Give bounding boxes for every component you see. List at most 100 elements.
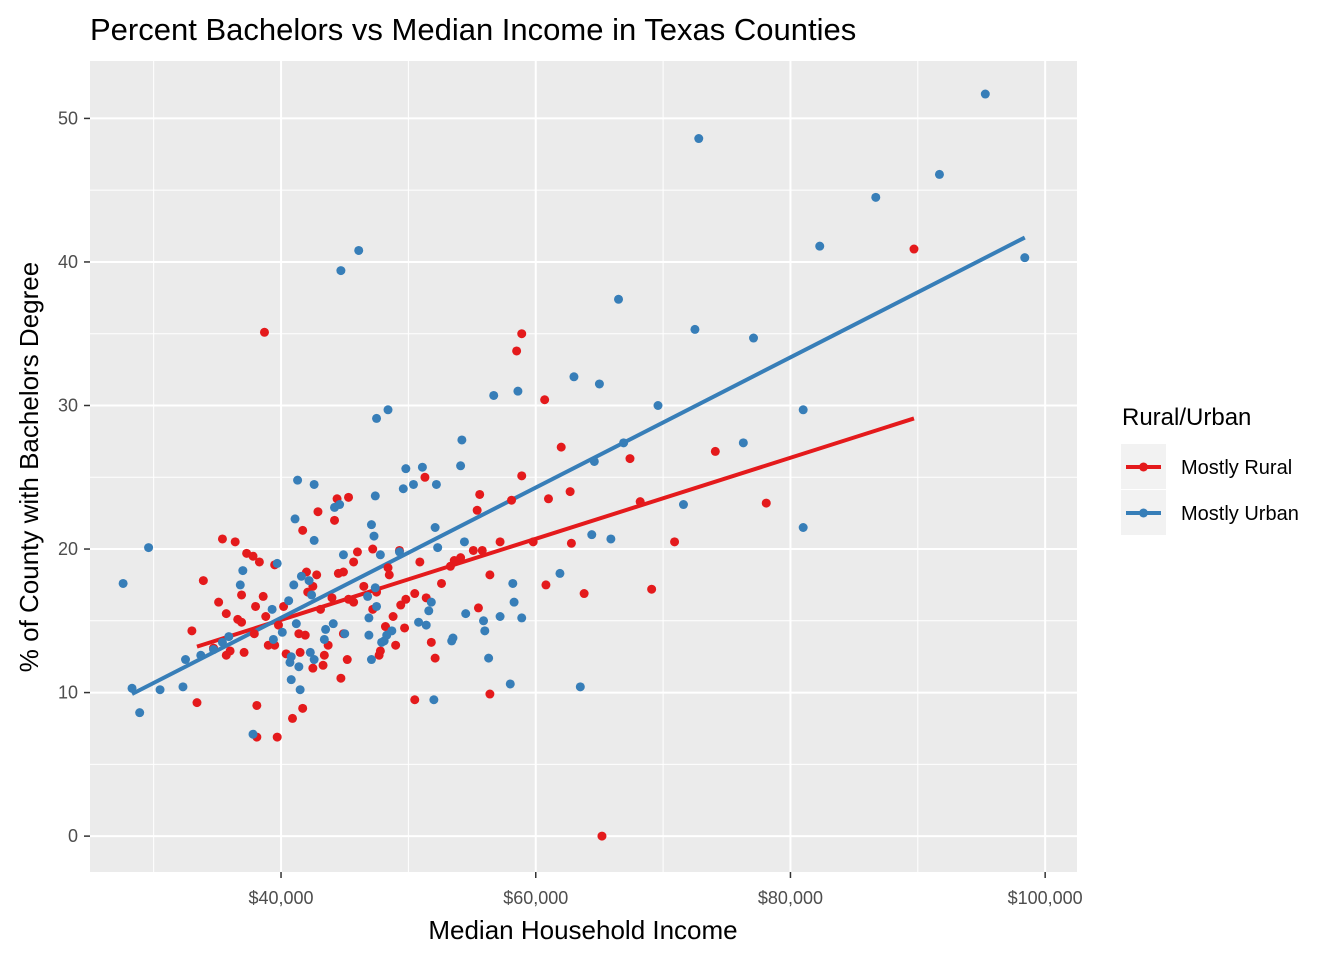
point-mostly-rural — [410, 589, 420, 599]
data-points — [118, 89, 1030, 841]
point-mostly-urban — [479, 616, 489, 626]
chart-title: Percent Bachelors vs Median Income in Te… — [90, 12, 856, 47]
point-mostly-urban — [398, 484, 408, 494]
point-mostly-urban — [364, 613, 374, 623]
point-mostly-urban — [555, 568, 565, 578]
point-mostly-rural — [485, 689, 495, 699]
point-mostly-rural — [472, 505, 482, 515]
point-mostly-urban — [678, 500, 688, 510]
point-mostly-urban — [383, 405, 393, 415]
point-mostly-urban — [509, 597, 519, 607]
point-mostly-urban — [293, 475, 303, 485]
point-mostly-rural — [517, 471, 527, 481]
point-mostly-urban — [338, 550, 348, 560]
point-mostly-urban — [505, 679, 515, 689]
point-mostly-rural — [420, 472, 430, 482]
point-mostly-rural — [261, 611, 271, 621]
point-mostly-rural — [272, 732, 282, 742]
point-mostly-urban — [377, 637, 387, 647]
point-mostly-urban — [461, 609, 471, 619]
point-mostly-rural — [221, 609, 231, 619]
legend-keys — [1126, 462, 1161, 518]
point-mostly-rural — [391, 640, 401, 650]
point-mostly-urban — [456, 461, 466, 471]
point-mostly-rural — [344, 492, 354, 502]
point-mostly-rural — [430, 653, 440, 663]
point-mostly-urban — [426, 597, 436, 607]
point-mostly-urban — [277, 627, 287, 637]
point-mostly-rural — [597, 831, 607, 841]
point-mostly-urban — [459, 537, 469, 547]
point-mostly-rural — [230, 537, 240, 547]
point-mostly-rural — [298, 525, 308, 535]
point-mostly-rural — [249, 629, 259, 639]
point-mostly-urban — [414, 617, 424, 627]
point-mostly-rural — [342, 655, 352, 665]
point-mostly-rural — [541, 580, 551, 590]
point-mostly-rural — [495, 537, 505, 547]
point-mostly-rural — [336, 673, 346, 683]
point-mostly-urban — [196, 650, 206, 660]
point-mostly-rural — [384, 570, 394, 580]
x-tick-label: $40,000 — [248, 888, 313, 908]
point-mostly-rural — [259, 327, 269, 337]
point-mostly-urban — [340, 629, 350, 639]
point-mostly-urban — [489, 390, 499, 400]
point-mostly-urban — [1020, 253, 1030, 263]
point-mostly-urban — [375, 550, 385, 560]
legend-key-point-mostly-rural — [1139, 462, 1148, 472]
point-mostly-urban — [217, 637, 227, 647]
point-mostly-urban — [267, 604, 277, 614]
point-mostly-urban — [513, 386, 523, 396]
point-mostly-urban — [484, 653, 494, 663]
point-mostly-rural — [313, 507, 323, 517]
x-tick-label: $60,000 — [503, 888, 568, 908]
point-mostly-urban — [354, 245, 364, 255]
point-mostly-rural — [415, 557, 425, 567]
point-mostly-rural — [380, 622, 390, 632]
point-mostly-rural — [312, 570, 322, 580]
point-mostly-urban — [606, 534, 616, 544]
point-mostly-urban — [934, 169, 944, 179]
point-mostly-rural — [556, 442, 566, 452]
point-mostly-urban — [309, 535, 319, 545]
legend: Rural/Urban Mostly Rural Mostly Urban — [1121, 404, 1299, 535]
point-mostly-urban — [268, 634, 278, 644]
point-mostly-urban — [321, 624, 331, 634]
legend-title: Rural/Urban — [1122, 404, 1251, 431]
point-mostly-urban — [305, 647, 315, 657]
point-mostly-urban — [364, 630, 374, 640]
point-mostly-rural — [239, 647, 249, 657]
point-mostly-urban — [569, 372, 579, 382]
point-mostly-urban — [517, 613, 527, 623]
point-mostly-rural — [287, 713, 297, 723]
point-mostly-urban — [235, 580, 245, 590]
point-mostly-rural — [318, 660, 328, 670]
point-mostly-urban — [224, 632, 234, 642]
point-mostly-urban — [594, 379, 604, 389]
point-mostly-rural — [192, 698, 202, 708]
point-mostly-rural — [468, 545, 478, 555]
point-mostly-rural — [507, 495, 517, 505]
point-mostly-urban — [304, 576, 314, 586]
major-grid — [90, 61, 1077, 872]
point-mostly-rural — [263, 640, 273, 650]
y-tick-label: 0 — [68, 826, 78, 846]
point-mostly-rural — [242, 548, 252, 558]
point-mostly-urban — [330, 502, 340, 512]
point-mostly-rural — [316, 604, 326, 614]
point-mostly-rural — [670, 537, 680, 547]
point-mostly-rural — [540, 395, 550, 405]
point-mostly-urban — [457, 435, 467, 445]
point-mostly-rural — [251, 601, 261, 611]
point-mostly-urban — [480, 626, 490, 636]
point-mostly-rural — [233, 614, 243, 624]
point-mostly-urban — [291, 619, 301, 629]
point-mostly-rural — [319, 650, 329, 660]
legend-key-point-mostly-urban — [1139, 508, 1148, 518]
point-mostly-urban — [178, 682, 188, 692]
point-mostly-urban — [394, 547, 404, 557]
point-mostly-urban — [589, 456, 599, 466]
point-mostly-rural — [349, 557, 359, 567]
